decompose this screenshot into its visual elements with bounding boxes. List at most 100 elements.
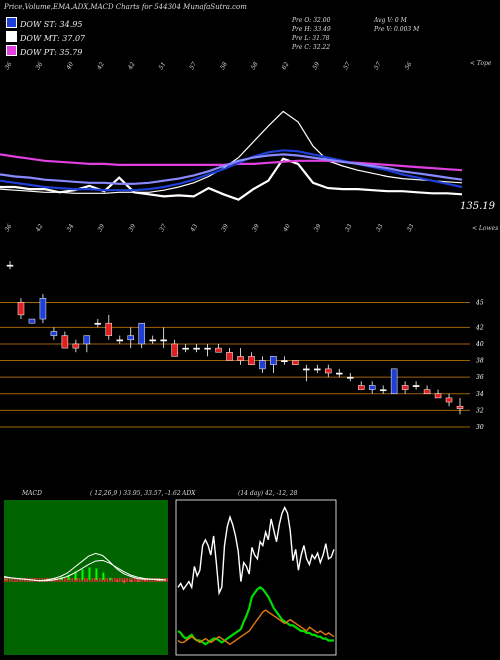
bottom-tick-label: 37 — [158, 223, 168, 233]
adx-line-1 — [177, 585, 334, 646]
adx-panel — [177, 505, 335, 646]
candle-body — [456, 405, 464, 409]
candle-body — [83, 335, 91, 345]
top-tick-label: 62 — [281, 61, 291, 71]
macd-panel — [3, 552, 168, 584]
top-tick-label: 42 — [126, 61, 136, 72]
bottom-tick-label: 39 — [313, 223, 323, 233]
bottom-tick-label: 39 — [251, 223, 261, 233]
bottom-tick-label: 33 — [344, 223, 354, 233]
candle-body — [226, 352, 233, 361]
legend-swatch-pt — [6, 45, 17, 56]
candle-body — [270, 356, 277, 365]
macd-panel-bg — [4, 500, 168, 655]
candle-body — [357, 385, 365, 390]
legend-label-pt: DOW PT: 35.79 — [20, 48, 83, 57]
top-tick-label: 56 — [404, 61, 414, 71]
legend-label-mt: DOW MT: 37.07 — [20, 34, 86, 43]
candle-body — [127, 335, 134, 341]
candle-body — [72, 343, 80, 349]
candle-body — [445, 397, 453, 403]
macd-line-1 — [3, 559, 167, 582]
adx-line-2 — [177, 609, 335, 646]
candle-body — [281, 360, 288, 362]
candle-body — [434, 393, 442, 399]
price-level-label: 42 — [475, 324, 484, 331]
ema-panel — [0, 110, 463, 201]
candle-body — [390, 368, 398, 395]
candle-body — [171, 343, 178, 357]
candle-body — [368, 385, 376, 390]
legend-label-st: DOW ST: 34.95 — [20, 20, 83, 29]
candles — [6, 260, 464, 415]
top-tick-label: 36 — [34, 61, 44, 71]
top-tick-label: 57 — [373, 61, 383, 71]
candle-body — [61, 335, 69, 349]
lows-label: < Lowes — [472, 225, 499, 232]
legend-dow-st: DOW ST: 34.95 — [6, 17, 82, 29]
candle-body — [138, 322, 145, 345]
stat-prev-volume: Pre V: 0.003 M — [374, 26, 420, 33]
top-tick-label: 59 — [311, 61, 321, 71]
top-tick-label: 58 — [219, 61, 229, 71]
candle-body — [248, 356, 255, 365]
candle-body — [423, 389, 431, 395]
adx-params: (14 day) 42, -12, 28 — [238, 490, 298, 497]
current-price-label: 135.19 — [460, 201, 495, 212]
price-level-label: 30 — [476, 424, 484, 431]
top-tick-labels: 36 36 40 42 42 51 57 58 58 62 59 57 57 56 — [4, 61, 414, 72]
bottom-tick-label: 39 — [220, 223, 230, 233]
bottom-tick-label: 39 — [96, 223, 106, 233]
candle-body — [259, 360, 266, 370]
candle-body — [50, 331, 58, 336]
candle-body — [215, 347, 222, 353]
legend-swatch-mt — [6, 31, 17, 42]
candle-body — [28, 318, 36, 324]
price-level-lines: 45 42 40 38 36 34 32 30 — [0, 299, 484, 431]
price-level-label: 34 — [476, 391, 484, 398]
tops-label: < Tope — [470, 60, 492, 67]
candle-body — [412, 385, 420, 387]
price-level-label: 38 — [476, 358, 484, 365]
candle-body — [149, 339, 156, 342]
bottom-tick-labels: 36 42 34 39 39 37 43 39 39 40 39 33 33 33 — [4, 223, 416, 234]
stat-low: Pre L: 31.78 — [292, 35, 330, 42]
price-level-label: 36 — [476, 374, 484, 381]
price-level-label: 45 — [475, 299, 484, 306]
bottom-tick-label: 33 — [406, 223, 416, 233]
candle-body — [6, 264, 14, 267]
candle-body — [39, 298, 47, 320]
bottom-tick-label: 34 — [66, 223, 76, 233]
legend-dow-mt: DOW MT: 37.07 — [6, 31, 85, 43]
macd-params: ( 12,26,9 ) 33.95, 33.57, -1.62 — [90, 490, 181, 497]
top-tick-label: 40 — [65, 61, 75, 72]
candle-body — [401, 385, 409, 390]
adx-title: ADX — [182, 490, 196, 497]
candle-body — [193, 347, 200, 350]
candle-body — [314, 368, 321, 371]
candle-body — [94, 322, 102, 325]
ema-line-4 — [0, 153, 463, 185]
bottom-tick-label: 43 — [189, 223, 199, 234]
candle-body — [237, 356, 244, 361]
stat-open: Pre O: 32.00 — [292, 17, 331, 24]
candle-body — [292, 360, 299, 365]
top-tick-label: 57 — [188, 61, 198, 71]
stat-avg-volume: Avg V: 0 M — [374, 17, 407, 24]
bottom-tick-label: 36 — [4, 223, 14, 233]
candle-body — [379, 389, 387, 392]
candle-body — [336, 372, 343, 375]
price-level-label: 32 — [476, 407, 484, 414]
candle-body — [325, 368, 332, 374]
legend-swatch-st — [6, 17, 17, 28]
candle-body — [116, 339, 124, 342]
candle-body — [303, 368, 310, 371]
bottom-tick-label: 40 — [281, 223, 291, 234]
candle-body — [346, 376, 354, 379]
top-tick-label: 57 — [342, 61, 352, 71]
price-level-label: 40 — [475, 341, 484, 348]
stat-high: Pre H: 33.49 — [292, 26, 331, 33]
candle-body — [160, 339, 167, 342]
bottom-tick-label: 39 — [127, 223, 137, 233]
